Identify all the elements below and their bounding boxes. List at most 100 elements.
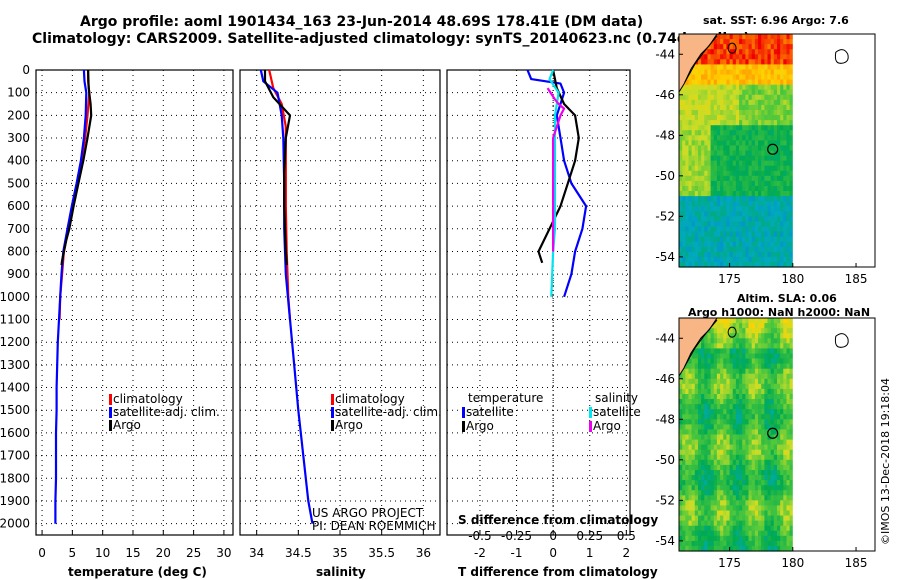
map-cell [783, 130, 788, 136]
map-cell [748, 246, 753, 253]
map-cell [707, 520, 712, 527]
map-cell [685, 515, 690, 522]
map-cell [758, 348, 762, 355]
map-cell [748, 383, 753, 390]
map-cell [723, 520, 728, 527]
map-cell [682, 191, 686, 197]
map-cell [748, 343, 753, 349]
map-cell [698, 64, 702, 71]
map-cell [723, 505, 728, 512]
map-cell [789, 530, 794, 537]
map-cell [745, 251, 750, 258]
map-cell [751, 44, 756, 50]
map-cell [735, 540, 740, 547]
map-cell [716, 64, 721, 71]
map-cell [726, 378, 731, 385]
map-cell [745, 373, 750, 380]
map-cell [789, 54, 794, 60]
map-cell [726, 160, 731, 167]
map-cell [773, 211, 778, 217]
map-cell [789, 155, 794, 162]
map-cell [682, 110, 686, 116]
map-cell [704, 160, 709, 167]
map-cell [720, 464, 724, 471]
map-cell [773, 145, 778, 152]
map-cell [723, 110, 728, 116]
map-cell [726, 525, 731, 532]
map-cell [701, 510, 705, 517]
map-cell [770, 125, 775, 131]
map-cell [770, 510, 775, 517]
map-cell [694, 520, 699, 527]
map-cell [694, 414, 699, 420]
map-cell [789, 495, 794, 501]
map-cell [679, 520, 683, 527]
map-cell [704, 140, 709, 147]
map-cell [745, 99, 750, 106]
map-y-tick-label: -52 [655, 493, 675, 507]
map-cell [720, 323, 724, 329]
map-cell [745, 338, 750, 344]
map-cell [777, 510, 781, 517]
map-cell [742, 160, 746, 167]
map-cell [694, 535, 699, 542]
x-tick-label: 0 [38, 546, 46, 560]
map-cell [732, 135, 737, 141]
map-cell [767, 211, 772, 217]
series-line-s-argo [546, 87, 566, 252]
map-cell [754, 439, 759, 446]
map-cell [726, 363, 731, 370]
map-cell [786, 378, 791, 385]
map-cell [720, 186, 724, 192]
map-cell [729, 226, 734, 233]
map-cell [739, 545, 743, 552]
map-cell [735, 459, 740, 466]
map-cell [758, 120, 762, 126]
map-cell [723, 449, 728, 456]
map-cell [777, 241, 781, 248]
map-cell [716, 211, 721, 217]
map-y-tick-label: -50 [655, 453, 675, 467]
map-cell [770, 256, 775, 263]
map-cell [691, 196, 696, 202]
map-cell [754, 155, 759, 162]
map-cell [783, 358, 788, 365]
map-cell [691, 130, 696, 136]
map-cell [735, 399, 740, 405]
map-cell [723, 59, 728, 65]
map-cell [789, 318, 794, 324]
map-cell [688, 388, 693, 395]
map-cell [682, 231, 686, 238]
map-cell [780, 221, 784, 228]
map-cell [716, 104, 721, 111]
map-x-tick-label: 185 [845, 272, 868, 286]
map-cell [679, 186, 683, 192]
map-cell [783, 373, 788, 380]
map-cell [720, 424, 724, 431]
map-cell [694, 180, 699, 187]
map-cell [710, 155, 715, 162]
map-cell [764, 505, 769, 512]
map-cell [704, 64, 709, 71]
map-cell [780, 485, 784, 491]
map-cell [786, 419, 791, 425]
map-cell [745, 394, 750, 400]
map-cell [786, 414, 791, 420]
map-cell [710, 49, 715, 55]
map-cell [764, 424, 769, 431]
map-cell [720, 120, 724, 126]
map-cell [767, 505, 772, 512]
map-cell [754, 373, 759, 380]
map-cell [754, 221, 759, 228]
map-cell [716, 130, 721, 136]
map-cell [748, 444, 753, 451]
map-cell [748, 186, 753, 192]
map-cell [758, 54, 762, 60]
map-cell [739, 424, 743, 431]
map-cell [713, 470, 718, 476]
map-cell [688, 196, 693, 202]
map-cell [707, 328, 712, 334]
map-cell [691, 505, 696, 512]
map-cell [780, 388, 784, 395]
map-cell [758, 216, 762, 222]
